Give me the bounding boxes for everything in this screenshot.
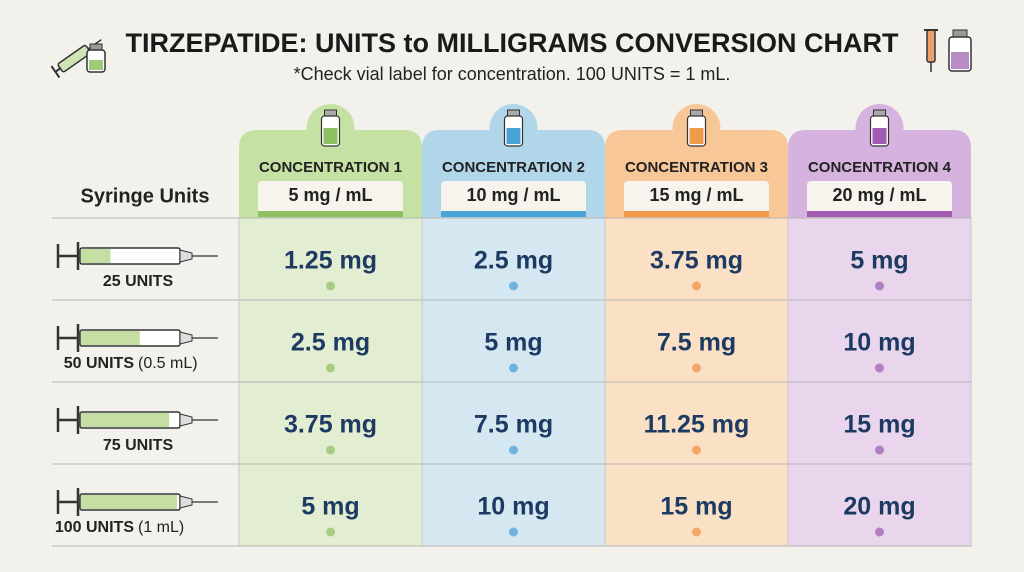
fill — [81, 249, 111, 263]
dot — [875, 363, 884, 373]
dot — [692, 363, 701, 373]
dose-cell: 5 mg — [484, 329, 542, 357]
concentration-box — [624, 181, 769, 215]
dose-cell: 20 mg — [843, 493, 915, 521]
fill — [81, 495, 178, 509]
dose-cell: 5 mg — [850, 247, 908, 275]
syringe-units: 50 UNITS — [64, 355, 135, 372]
column-label: CONCENTRATION 3 — [625, 159, 768, 176]
dose-cell: 7.5 mg — [474, 411, 553, 439]
concentration-bar — [807, 211, 952, 217]
column-label: CONCENTRATION 1 — [259, 159, 402, 176]
dot — [326, 445, 335, 455]
syringe-units: 75 UNITS — [103, 437, 174, 454]
concentration-value: 5 mg / mL — [288, 185, 372, 205]
dose-cell: 10 mg — [843, 329, 915, 357]
dot — [326, 363, 335, 373]
vial-cap — [507, 109, 520, 117]
dot — [509, 363, 518, 373]
concentration-value: 10 mg / mL — [466, 185, 560, 205]
column-label: CONCENTRATION 4 — [808, 159, 952, 176]
vial-cap — [873, 109, 886, 117]
dot — [326, 281, 335, 291]
dose-cell: 2.5 mg — [474, 247, 553, 275]
syringe-volume: (0.5 mL) — [138, 355, 198, 372]
syringe-icon — [56, 488, 218, 516]
concentration-value: 20 mg / mL — [832, 185, 926, 205]
vial-liquid — [506, 128, 521, 144]
fill — [81, 331, 140, 345]
concentration-box — [258, 181, 403, 215]
vial-cap — [324, 109, 337, 117]
dot — [875, 527, 884, 537]
vial-icon — [948, 29, 972, 72]
vial-liquid — [689, 128, 704, 144]
fill — [81, 413, 170, 427]
dose-cell: 3.75 mg — [284, 411, 377, 439]
concentration-box — [441, 181, 586, 215]
dose-cell: 10 mg — [477, 493, 549, 521]
vial-liquid — [872, 128, 887, 144]
column-label: CONCENTRATION 2 — [442, 159, 585, 176]
dot — [875, 281, 884, 291]
subtitle: *Check vial label for concentration. 100… — [294, 64, 731, 84]
hub — [179, 331, 193, 345]
dose-cell: 11.25 mg — [644, 411, 750, 439]
dot — [326, 527, 335, 537]
hub — [179, 249, 193, 263]
concentration-bar — [441, 211, 586, 217]
syringe-units: 25 UNITS — [103, 273, 174, 290]
dose-cell: 7.5 mg — [657, 329, 736, 357]
vial-icon — [86, 43, 106, 73]
dot — [692, 527, 701, 537]
syringe-icon — [924, 29, 938, 72]
syringe-units: 100 UNITS — [55, 519, 134, 536]
dot — [509, 281, 518, 291]
dot — [509, 527, 518, 537]
dose-cell: 3.75 mg — [650, 247, 743, 275]
dot — [875, 445, 884, 455]
dose-cell: 15 mg — [843, 411, 915, 439]
concentration-bar — [258, 211, 403, 217]
concentration-box — [807, 181, 952, 215]
title: TIRZEPATIDE: UNITS to MILLIGRAMS CONVERS… — [126, 28, 899, 58]
syringe-icon — [56, 242, 218, 270]
dose-cell: 15 mg — [660, 493, 732, 521]
dose-cell: 5 mg — [301, 493, 359, 521]
dot — [692, 445, 701, 455]
syringe-icon — [56, 324, 218, 352]
concentration-value: 15 mg / mL — [649, 185, 743, 205]
concentration-bar — [624, 211, 769, 217]
dose-cell: 1.25 mg — [284, 247, 377, 275]
hub — [179, 413, 193, 427]
row-header: Syringe Units — [81, 185, 210, 207]
dot — [509, 445, 518, 455]
syringe-volume: (1 mL) — [138, 519, 184, 536]
syringe-icon — [56, 406, 218, 434]
vial-cap — [690, 109, 703, 117]
vial-liquid — [323, 128, 338, 144]
dot — [692, 281, 701, 291]
dose-cell: 2.5 mg — [291, 329, 370, 357]
hub — [179, 495, 193, 509]
